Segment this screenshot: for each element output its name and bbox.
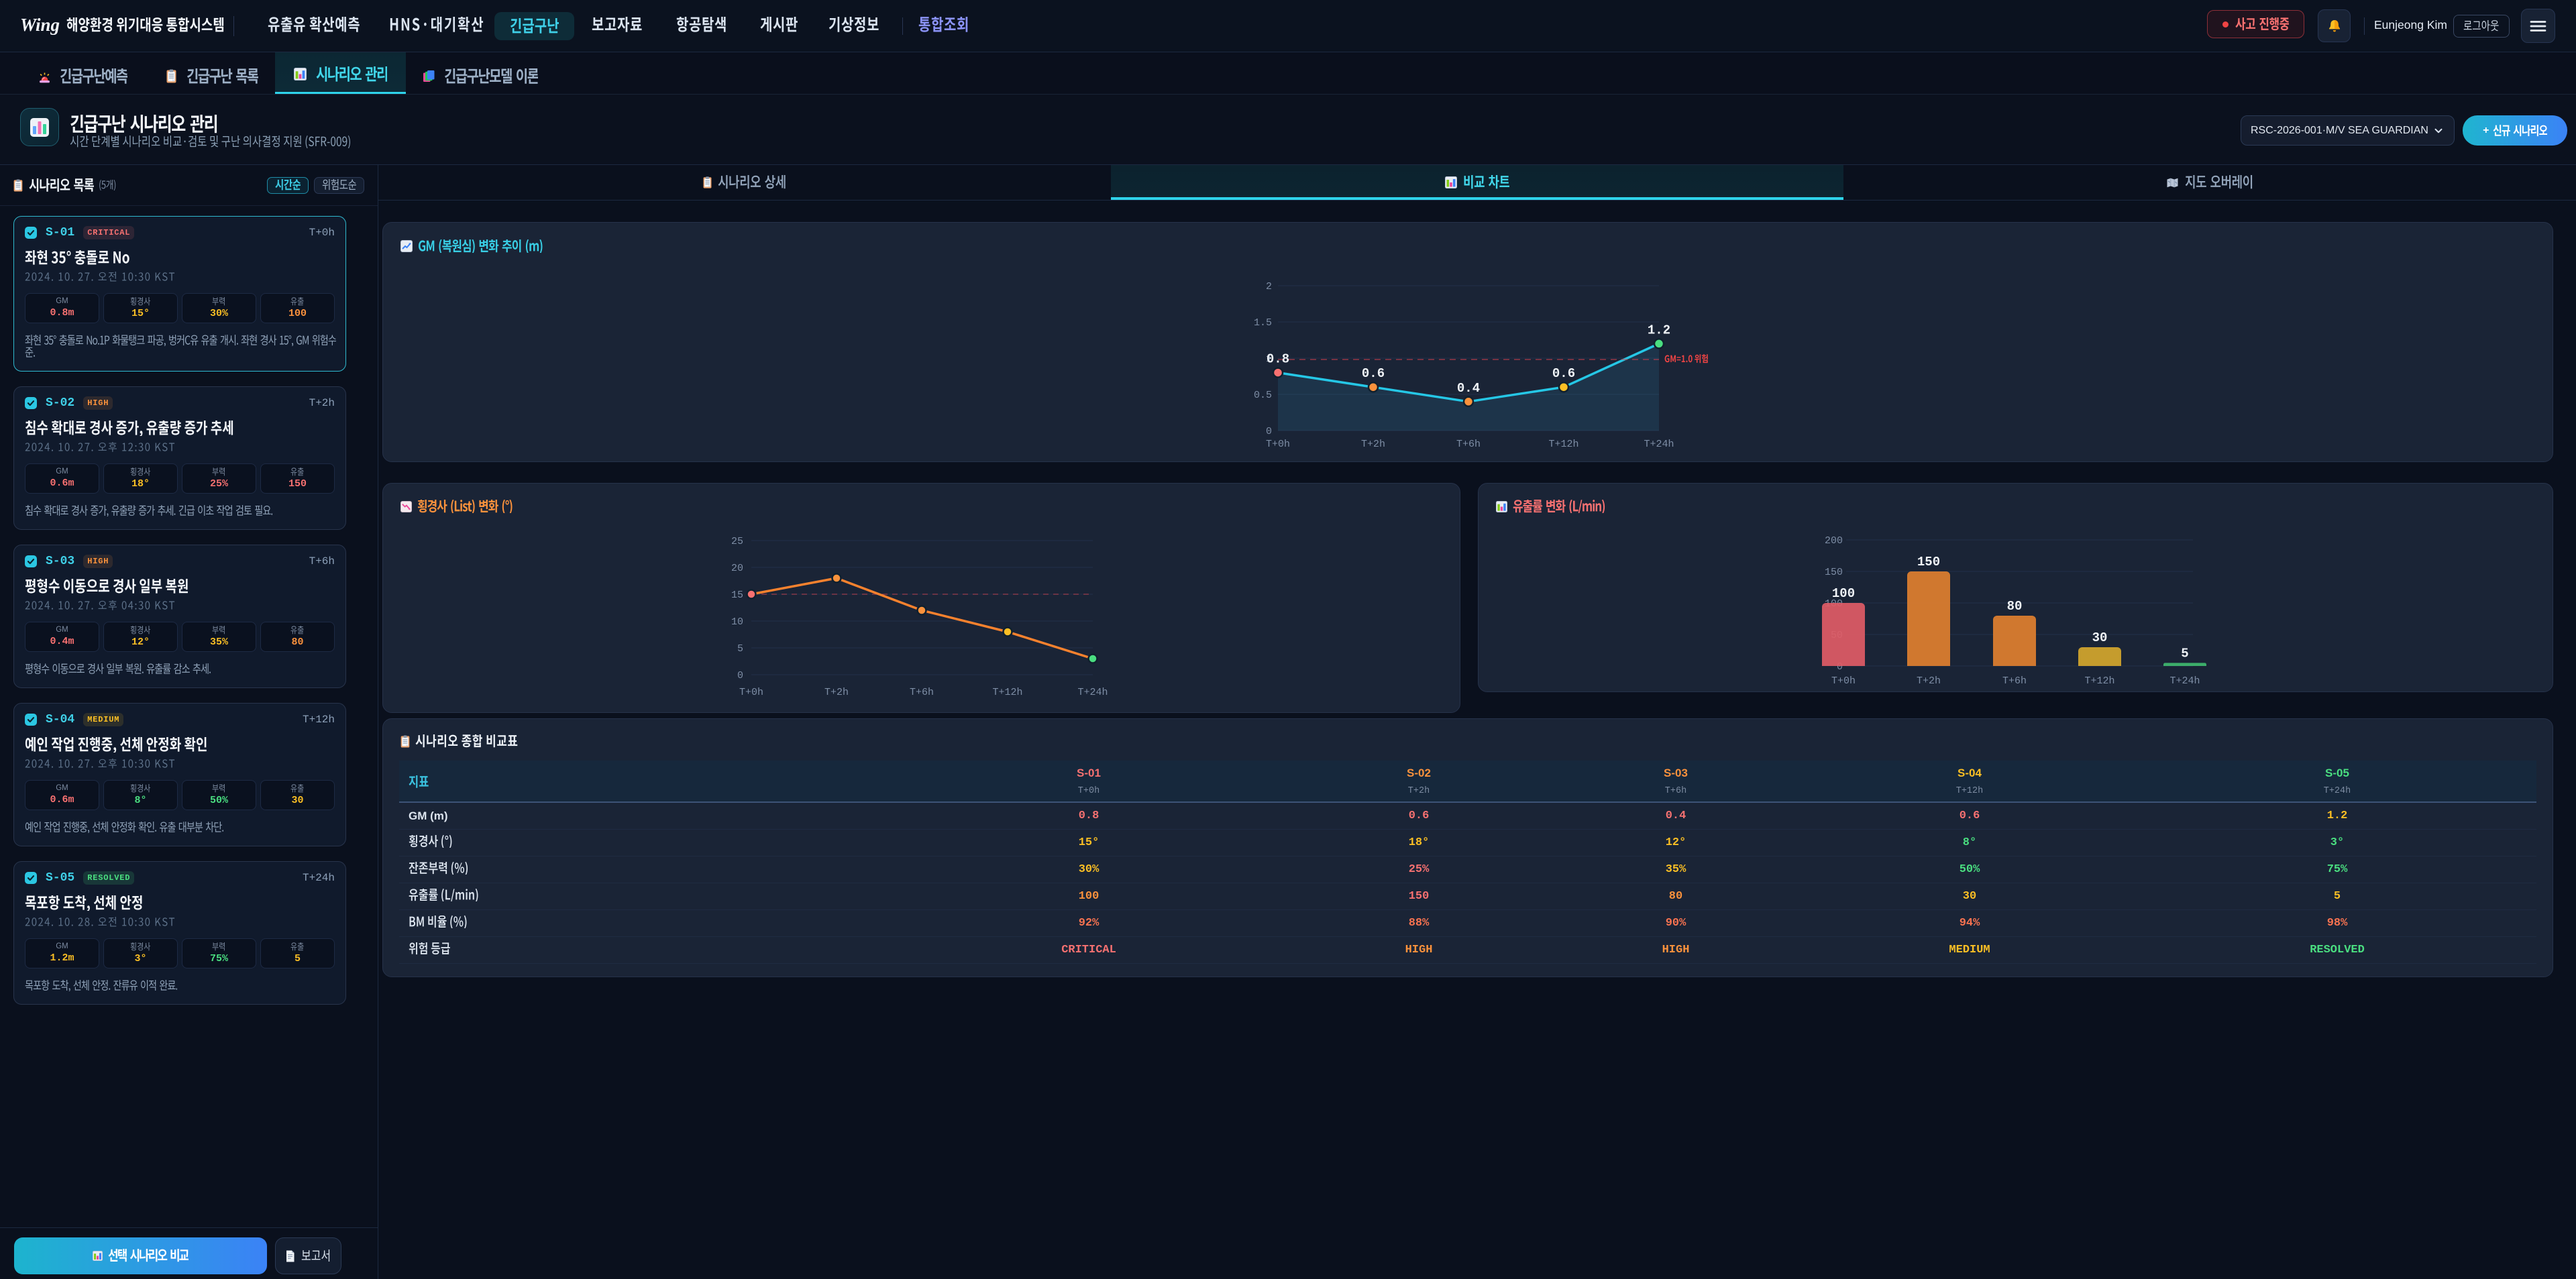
- svg-text:T+2h: T+2h: [1917, 675, 1941, 687]
- svg-text:5: 5: [2181, 646, 2188, 661]
- svg-text:5: 5: [737, 643, 743, 655]
- svg-text:T+0h: T+0h: [1831, 675, 1856, 687]
- svg-text:T+6h: T+6h: [1456, 439, 1481, 450]
- svg-text:150: 150: [1917, 555, 1940, 569]
- svg-text:T+12h: T+12h: [992, 687, 1022, 698]
- svg-text:T+12h: T+12h: [2084, 675, 2114, 687]
- svg-text:25: 25: [731, 536, 743, 547]
- svg-text:T+24h: T+24h: [1077, 687, 1108, 698]
- svg-text:2: 2: [1266, 281, 1272, 292]
- svg-text:1: 1: [1266, 353, 1272, 365]
- svg-text:0.4: 0.4: [1457, 381, 1480, 396]
- svg-text:15: 15: [731, 590, 743, 601]
- svg-text:0.6: 0.6: [1362, 366, 1385, 381]
- svg-text:T+0h: T+0h: [739, 687, 763, 698]
- svg-text:0: 0: [1266, 426, 1272, 437]
- svg-text:T+0h: T+0h: [1266, 439, 1290, 450]
- svg-text:0.6: 0.6: [1552, 366, 1575, 381]
- svg-text:T+2h: T+2h: [824, 687, 849, 698]
- svg-text:1.2: 1.2: [1648, 323, 1670, 337]
- svg-text:T+2h: T+2h: [1361, 439, 1385, 450]
- svg-text:T+12h: T+12h: [1548, 439, 1578, 450]
- svg-text:30: 30: [2092, 630, 2108, 645]
- svg-text:150: 150: [1825, 567, 1843, 578]
- svg-text:0: 0: [737, 670, 743, 681]
- svg-text:100: 100: [1832, 586, 1855, 601]
- svg-text:T+6h: T+6h: [2002, 675, 2027, 687]
- svg-text:10: 10: [731, 616, 743, 628]
- svg-text:T+6h: T+6h: [910, 687, 934, 698]
- svg-text:T+24h: T+24h: [2169, 675, 2200, 687]
- svg-text:1.5: 1.5: [1254, 317, 1272, 329]
- svg-text:T+24h: T+24h: [1644, 439, 1674, 450]
- svg-text:200: 200: [1825, 535, 1843, 547]
- svg-text:0: 0: [1837, 661, 1843, 673]
- svg-text:20: 20: [731, 563, 743, 574]
- svg-text:0.5: 0.5: [1254, 390, 1272, 401]
- svg-text:0.8: 0.8: [1267, 352, 1289, 367]
- svg-text:80: 80: [2007, 599, 2023, 614]
